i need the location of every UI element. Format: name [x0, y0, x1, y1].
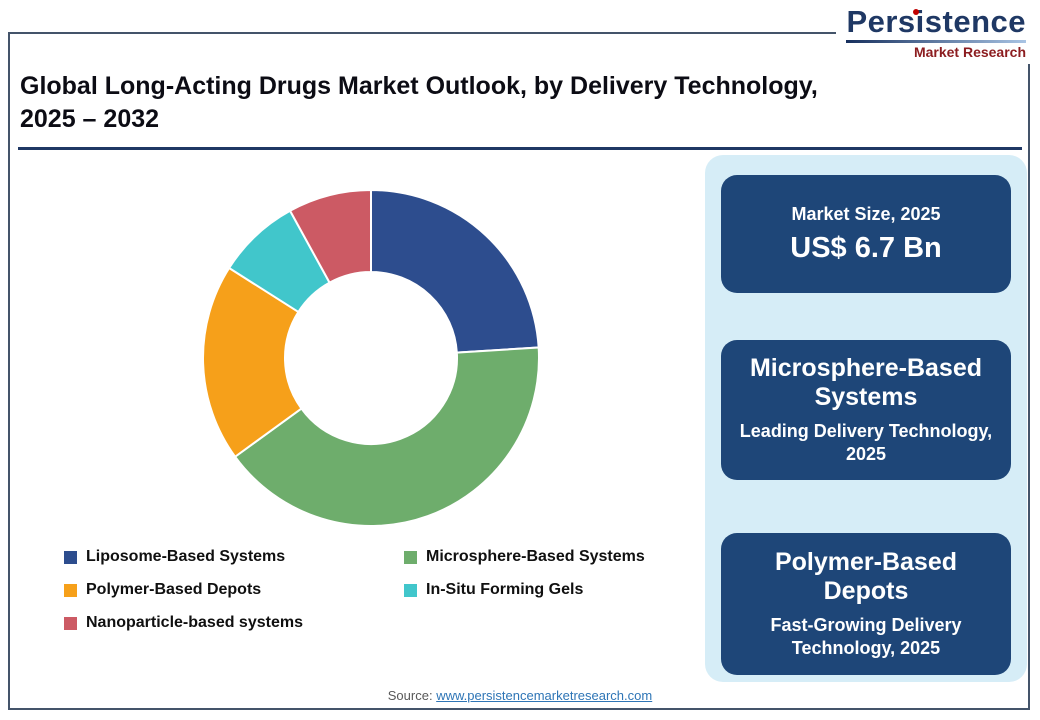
- logo-subtitle: Market Research: [913, 43, 1026, 60]
- legend: Liposome-Based Systems Microsphere-Based …: [64, 548, 704, 632]
- legend-item: Nanoparticle-based systems: [64, 614, 404, 632]
- content-frame: [8, 32, 1030, 710]
- title-divider: [18, 147, 1022, 150]
- legend-label: Liposome-Based Systems: [86, 548, 286, 565]
- legend-swatch-icon: [64, 616, 77, 630]
- logo-brand-text: Persistence: [846, 4, 1026, 39]
- legend-label: Nanoparticle-based systems: [86, 614, 303, 631]
- leading-technology-title: Microsphere-Based Systems: [749, 353, 983, 412]
- donut-segment-5: [288, 188, 372, 284]
- donut-segment-1: [370, 188, 540, 354]
- legend-swatch-icon: [64, 583, 77, 597]
- market-size-card: Market Size, 2025 US$ 6.7 Bn: [721, 175, 1011, 293]
- donut-segment-3: [202, 266, 303, 459]
- legend-label: Polymer-Based Depots: [86, 581, 262, 598]
- legend-label: Microsphere-Based Systems: [426, 548, 645, 565]
- donut-chart: [202, 188, 541, 527]
- source-link[interactable]: www.persistencemarketresearch.com: [436, 688, 653, 703]
- legend-swatch-icon: [404, 583, 417, 597]
- market-size-value: US$ 6.7 Bn: [790, 231, 942, 264]
- legend-label: In-Situ Forming Gels: [426, 581, 584, 598]
- legend-item: In-Situ Forming Gels: [404, 581, 704, 599]
- logo-brand-wrap: Persistence Market Research: [846, 4, 1026, 60]
- page-title-line2: 2025 – 2032: [20, 105, 160, 133]
- market-size-card-title: Market Size, 2025: [791, 203, 941, 224]
- leading-technology-card: Microsphere-Based Systems Leading Delive…: [721, 340, 1011, 480]
- info-panel: Market Size, 2025 US$ 6.7 Bn Microsphere…: [705, 155, 1027, 682]
- donut-segment-2: [233, 346, 541, 527]
- fast-growing-title: Polymer-Based Depots: [774, 547, 958, 606]
- source-label: Source:: [387, 688, 437, 703]
- legend-item: Microsphere-Based Systems: [404, 548, 704, 566]
- legend-item: Polymer-Based Depots: [64, 581, 404, 599]
- footer: Source: www.persistencemarketresearch.co…: [0, 688, 1040, 703]
- legend-item: Liposome-Based Systems: [64, 548, 404, 566]
- legend-swatch-icon: [64, 550, 77, 564]
- page-title: Global Long-Acting Drugs Market Outlook,…: [20, 70, 980, 136]
- fast-growing-subtitle: Fast-Growing Delivery Technology, 2025: [770, 614, 962, 658]
- legend-swatch-icon: [404, 550, 417, 564]
- page-title-line1: Global Long-Acting Drugs Market Outlook,…: [20, 72, 818, 100]
- leading-technology-subtitle: Leading Delivery Technology, 2025: [739, 420, 993, 464]
- logo-red-dot-icon: [913, 9, 920, 15]
- logo-underline: [846, 39, 1026, 43]
- brand-logo: Persistence Market Research: [836, 4, 1030, 64]
- fast-growing-card: Polymer-Based Depots Fast-Growing Delive…: [721, 533, 1011, 675]
